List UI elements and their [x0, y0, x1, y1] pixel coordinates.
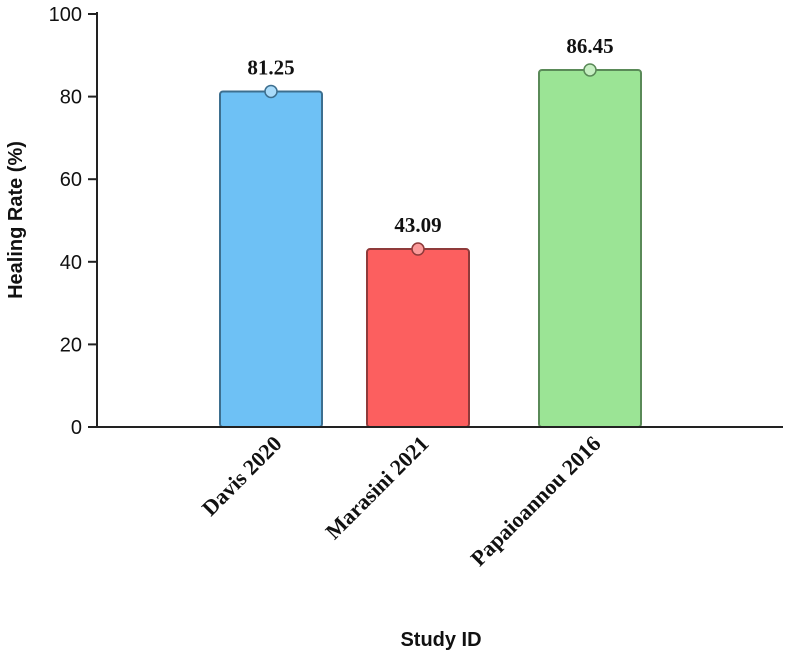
- value-label: 81.25: [247, 55, 294, 79]
- y-tick-label: 20: [60, 334, 82, 356]
- bar: [366, 248, 470, 428]
- bar-top-marker: [264, 84, 278, 99]
- value-label: 43.09: [394, 213, 441, 237]
- bar: [219, 90, 323, 428]
- x-axis-title: Study ID: [400, 629, 481, 651]
- bar-top-marker: [583, 63, 597, 77]
- y-tick-label: 100: [49, 4, 82, 26]
- bar-top-marker: [411, 242, 425, 256]
- bar: [538, 68, 642, 429]
- value-label: 86.45: [566, 34, 613, 58]
- x-tick-label: Papaioannou 2016: [466, 431, 606, 571]
- y-axis-title: Healing Rate (%): [5, 141, 27, 299]
- x-tick-label: Davis 2020: [197, 431, 287, 521]
- y-tick-label: 80: [60, 87, 82, 109]
- y-tick-label: 60: [60, 169, 82, 191]
- x-tick-label: Marasini 2021: [320, 431, 433, 544]
- y-tick-label: 0: [71, 417, 82, 439]
- y-tick-label: 40: [60, 252, 82, 274]
